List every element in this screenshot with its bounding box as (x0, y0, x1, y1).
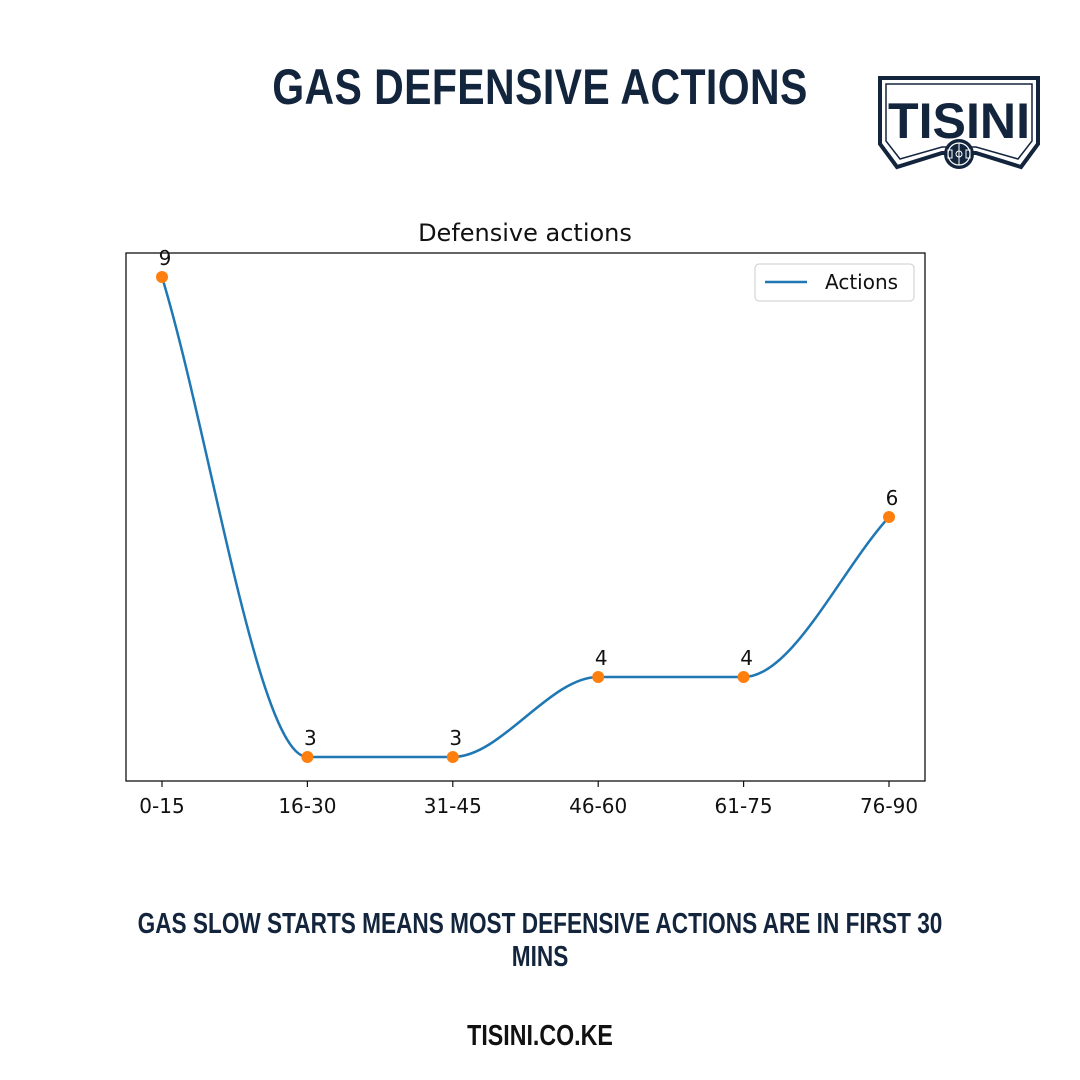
footer-website: TISINI.CO.KE (467, 1020, 613, 1052)
data-label: 3 (449, 726, 462, 750)
legend-label: Actions (825, 270, 898, 294)
caption: GAS SLOW STARTS MEANS MOST DEFENSIVE ACT… (137, 908, 943, 973)
tisini-logo: TISINI (878, 76, 1040, 170)
x-tick-label: 61-75 (715, 794, 773, 818)
x-tick-label: 76-90 (860, 794, 918, 818)
logo-shield-inner (885, 83, 1033, 160)
data-point-marker (301, 751, 314, 763)
x-tick-label: 0-15 (139, 794, 184, 818)
data-point-marker (883, 511, 895, 523)
football-pitch-icon (944, 139, 974, 169)
data-label: 4 (740, 646, 753, 670)
data-point-marker (446, 751, 459, 763)
data-point-marker (737, 671, 750, 683)
data-label: 3 (304, 726, 317, 750)
plot-area (125, 252, 926, 782)
x-tick-label: 16-30 (278, 794, 336, 818)
data-point-marker (592, 671, 605, 683)
legend-box (754, 263, 915, 302)
data-label: 4 (595, 646, 608, 670)
data-point-marker (156, 271, 168, 283)
chart-title: Defensive actions (418, 219, 632, 247)
data-label: 9 (159, 246, 172, 270)
x-tick-label: 46-60 (569, 794, 627, 818)
legend: Actions (754, 263, 915, 302)
series-line-actions (160, 276, 890, 759)
page-title: GAS DEFENSIVE ACTIONS (272, 59, 808, 115)
data-label: 6 (886, 486, 899, 510)
x-tick-label: 31-45 (424, 794, 482, 818)
